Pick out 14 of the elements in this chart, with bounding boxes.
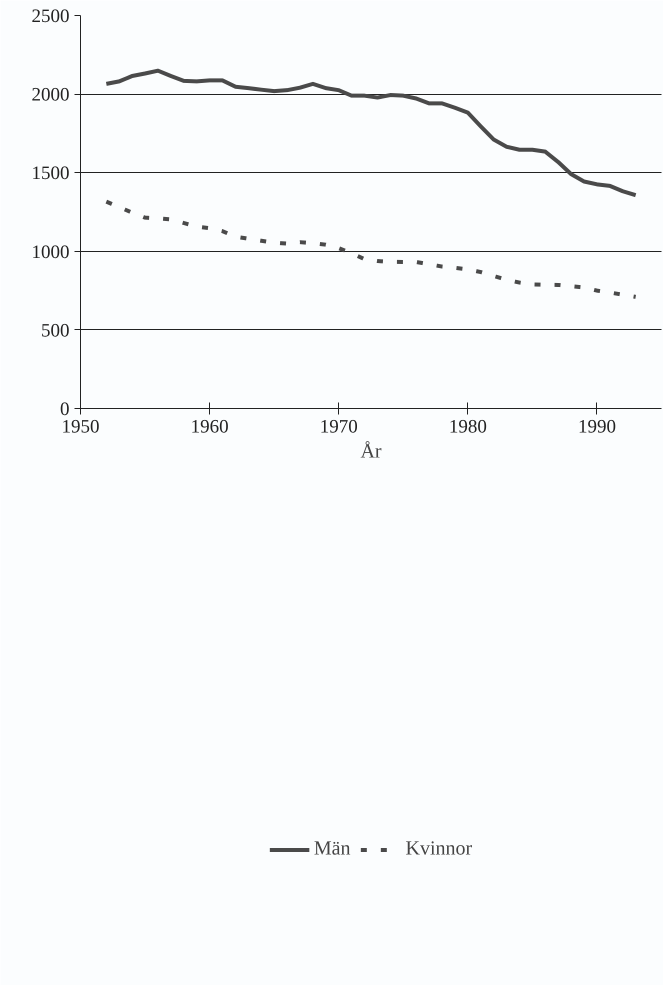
y-tick-label: 500 <box>41 320 70 342</box>
y-tick-label: 1000 <box>32 242 70 263</box>
x-tick-label: 1960 <box>190 416 229 438</box>
y-tick-label: 2500 <box>32 6 70 27</box>
x-tick-label: 1970 <box>320 416 358 438</box>
legend-label: Kvinnor <box>406 838 472 861</box>
line-series <box>104 68 638 198</box>
x-tick-label: 1980 <box>448 416 487 438</box>
legend-label: Män <box>314 838 350 861</box>
line-series <box>104 200 638 299</box>
y-tick-label: 2000 <box>32 84 70 106</box>
x-axis-title: År <box>360 440 382 462</box>
y-tick-label: 1500 <box>32 163 70 184</box>
x-tick-label: 1990 <box>578 416 616 438</box>
